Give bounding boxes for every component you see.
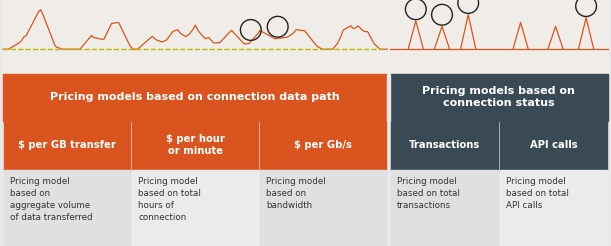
Bar xyxy=(4,121,130,170)
Bar xyxy=(500,121,607,170)
Bar xyxy=(4,170,130,246)
Bar xyxy=(3,0,608,74)
Bar xyxy=(260,121,386,170)
Text: $ per Gb/s: $ per Gb/s xyxy=(295,140,352,150)
Text: $ per hour
or minute: $ per hour or minute xyxy=(166,134,225,156)
Bar xyxy=(260,170,386,246)
Bar xyxy=(387,74,390,121)
Text: Pricing model
based on
bandwidth: Pricing model based on bandwidth xyxy=(266,177,326,210)
Text: Pricing model
based on total
hours of
connection: Pricing model based on total hours of co… xyxy=(139,177,201,221)
Text: $ per GB transfer: $ per GB transfer xyxy=(18,140,116,150)
Text: Pricing models based on
connection status: Pricing models based on connection statu… xyxy=(422,86,575,108)
Text: Pricing model
based on total
API calls: Pricing model based on total API calls xyxy=(506,177,569,210)
Text: Pricing model
based on total
transactions: Pricing model based on total transaction… xyxy=(397,177,460,210)
Text: Pricing model
based on
aggregate volume
of data transferred: Pricing model based on aggregate volume … xyxy=(10,177,93,221)
Bar xyxy=(500,170,607,246)
Text: API calls: API calls xyxy=(530,140,577,150)
Text: Transactions: Transactions xyxy=(409,140,480,150)
Bar xyxy=(133,121,258,170)
Bar xyxy=(3,74,387,121)
Bar xyxy=(391,121,497,170)
Bar xyxy=(133,170,258,246)
Bar xyxy=(391,170,497,246)
Bar xyxy=(390,74,608,121)
Text: Pricing models based on connection data path: Pricing models based on connection data … xyxy=(50,92,340,102)
